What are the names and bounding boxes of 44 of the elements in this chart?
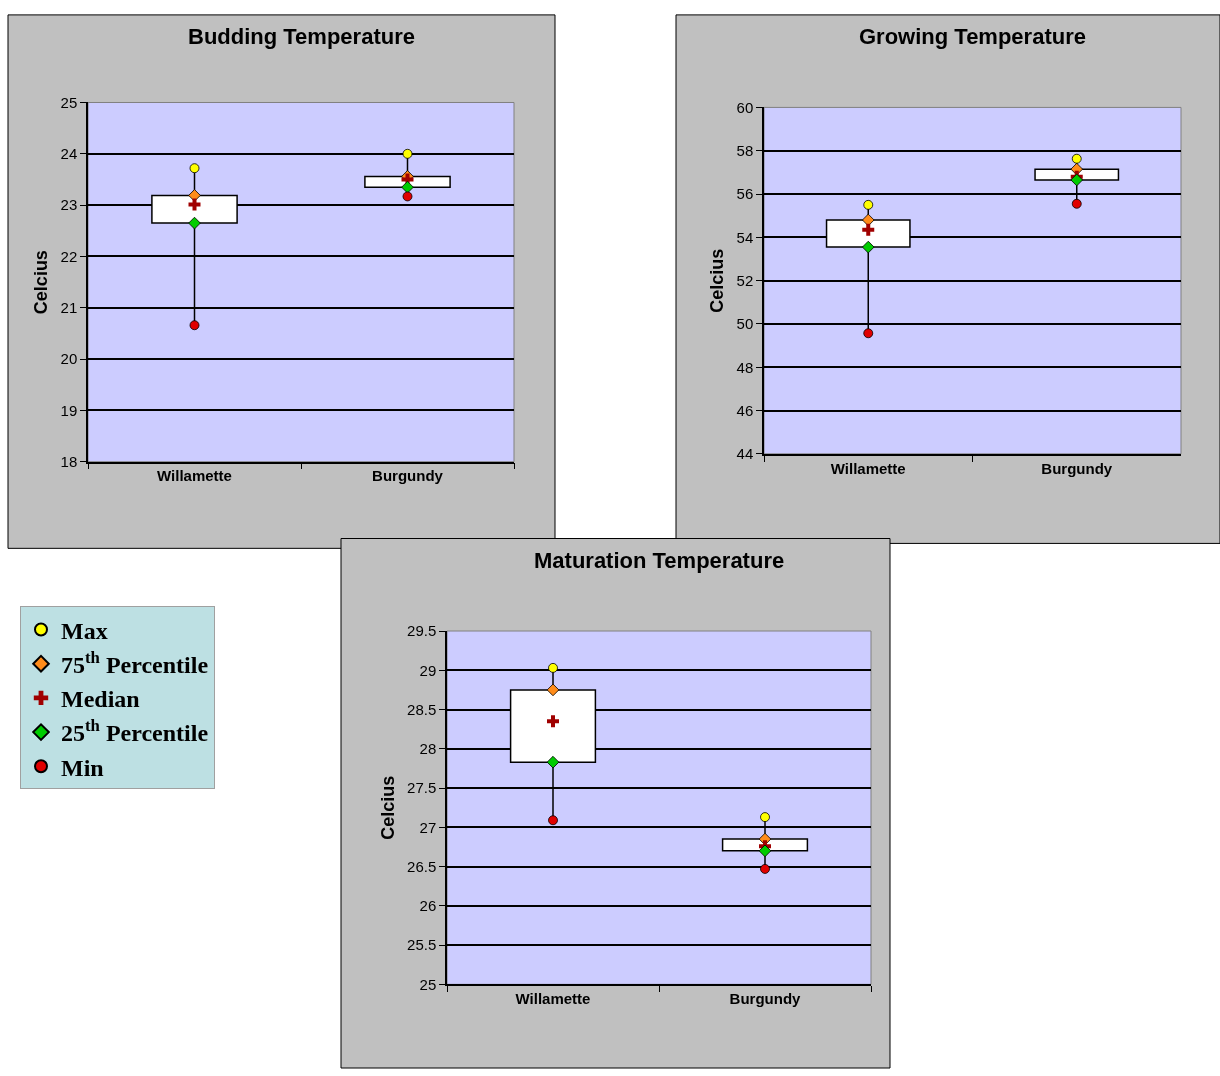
y-axis-title: Celcius	[31, 250, 52, 315]
y-tick-label: 24	[60, 145, 78, 163]
y-axis-title: Celcius	[707, 248, 728, 313]
y-axis-title: Celcius	[377, 775, 398, 840]
y-tick-label: 27.5	[407, 779, 437, 797]
chart-title: Budding Temperature	[188, 24, 415, 49]
y-tick-label: 18	[60, 452, 78, 470]
y-tick-label: 20	[60, 350, 78, 368]
chart-title: Growing Temperature	[859, 24, 1086, 49]
y-tick-label: 29	[419, 661, 437, 679]
y-tick-label: 19	[60, 401, 78, 419]
legend-label: Median	[61, 686, 140, 713]
y-tick-label: 28	[419, 740, 437, 758]
y-tick-label: 54	[736, 228, 754, 246]
y-tick-label: 25	[419, 975, 437, 993]
y-tick-label: 52	[736, 271, 754, 289]
y-tick-label: 46	[736, 401, 754, 419]
y-tick-label: 23	[60, 196, 78, 214]
chart-title: Maturation Temperature	[534, 548, 785, 573]
x-tick-label: Willamette	[515, 990, 591, 1008]
y-tick-label: 58	[736, 141, 754, 159]
y-tick-label: 44	[736, 445, 754, 463]
x-tick-label: Willamette	[830, 459, 906, 477]
y-tick-label: 21	[60, 299, 78, 317]
y-tick-label: 26	[419, 897, 437, 915]
legend-label: Min	[61, 754, 104, 781]
x-tick-label: Burgundy	[1041, 459, 1113, 477]
y-tick-label: 28.5	[407, 700, 437, 718]
y-tick-label: 56	[736, 185, 754, 203]
y-tick-label: 22	[60, 247, 78, 265]
x-tick-label: Willamette	[157, 467, 232, 485]
x-tick-label: Burgundy	[729, 990, 802, 1008]
legend-label: 25$^{th}$ Percentile	[61, 716, 209, 747]
y-tick-label: 60	[736, 98, 754, 116]
y-tick-label: 26.5	[407, 857, 437, 875]
legend-label: 75$^{th}$ Percentile	[61, 647, 209, 679]
y-tick-label: 48	[736, 358, 754, 376]
x-tick-label: Burgundy	[372, 467, 444, 485]
legend-label: Max	[61, 617, 108, 644]
y-tick-label: 25.5	[407, 936, 437, 954]
y-tick-label: 29.5	[407, 622, 437, 640]
y-tick-label: 50	[736, 315, 754, 333]
y-tick-label: 27	[419, 818, 437, 836]
y-tick-label: 25	[60, 93, 78, 111]
